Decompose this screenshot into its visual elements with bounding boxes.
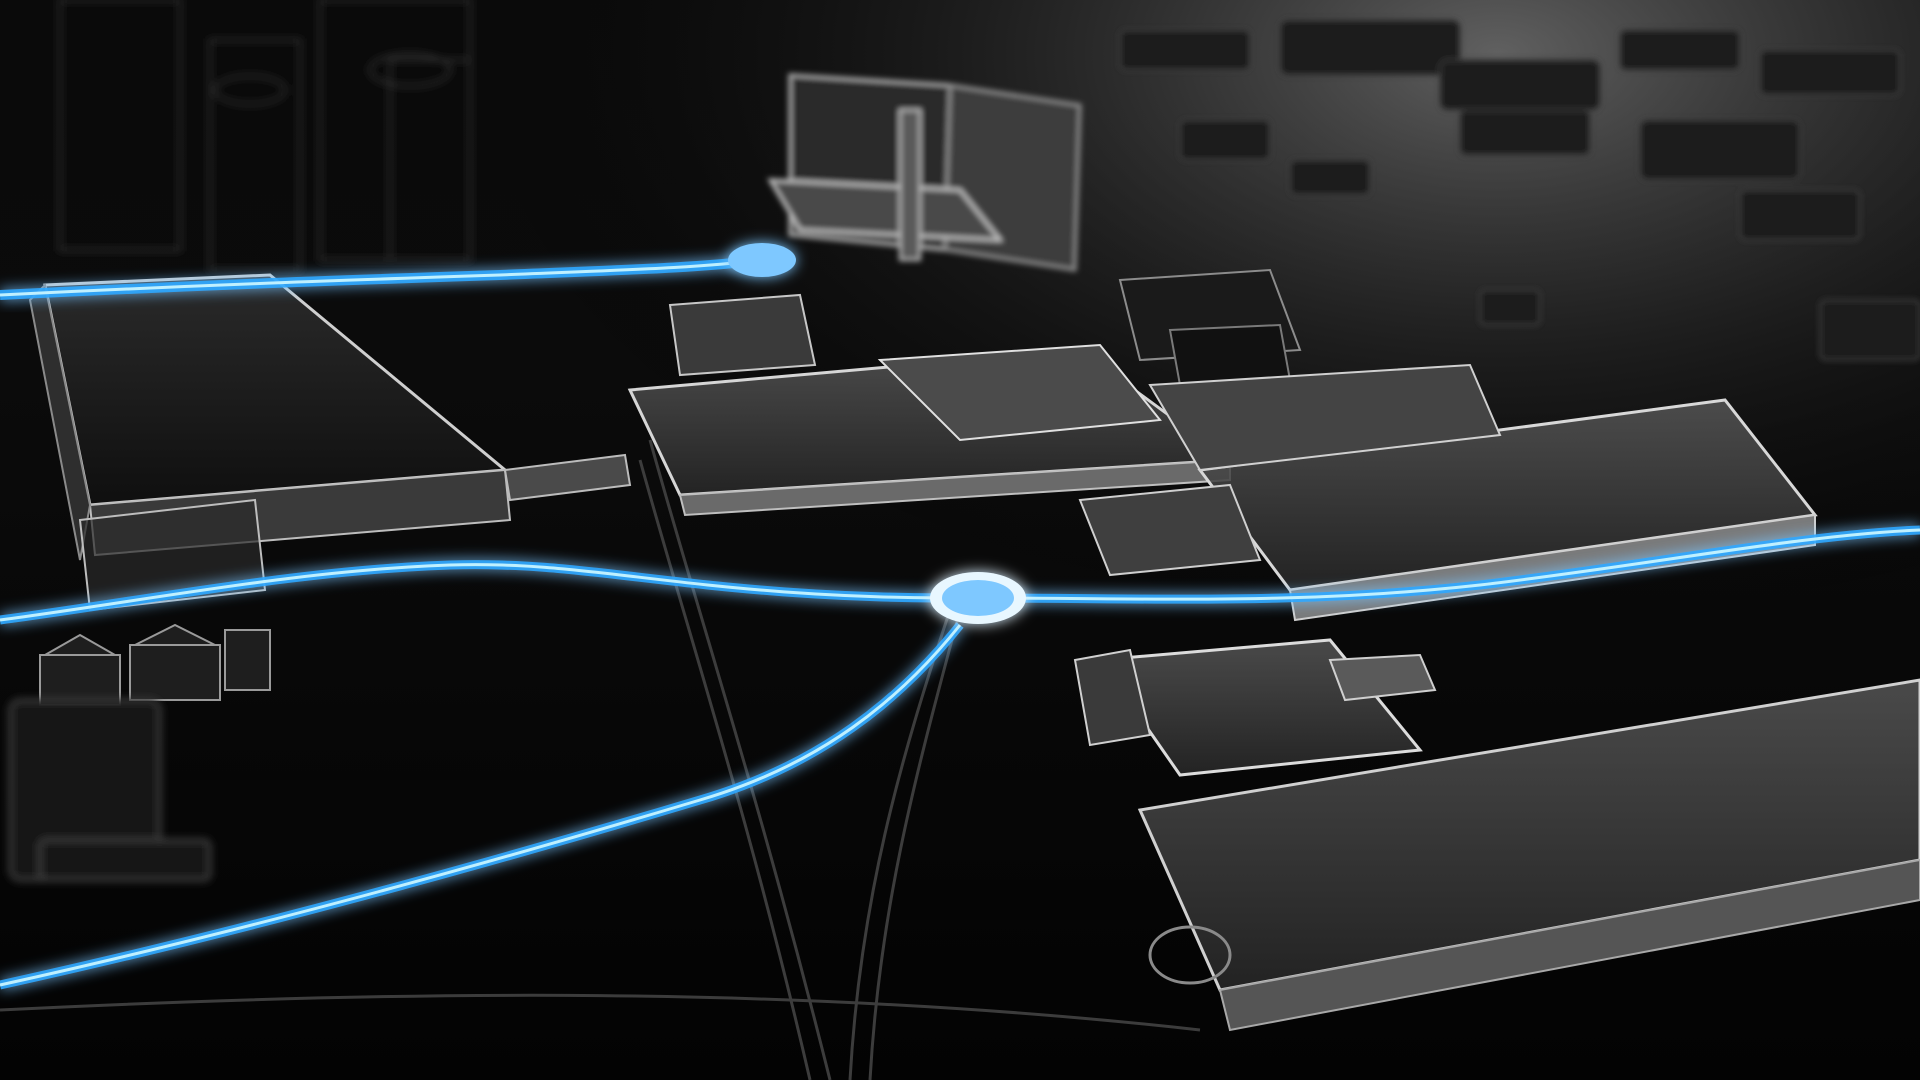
route-lower-branch bbox=[0, 622, 964, 990]
upper-left-building bbox=[28, 273, 632, 612]
central-building-cluster bbox=[627, 268, 1302, 517]
upper-node bbox=[728, 243, 796, 277]
road-lines bbox=[0, 439, 1201, 1080]
back-glass-building bbox=[767, 73, 1082, 272]
central-node bbox=[930, 572, 1026, 624]
lower-left-blurred-structure bbox=[8, 698, 212, 882]
lower-left-houses bbox=[39, 623, 271, 706]
route-upper bbox=[0, 255, 761, 300]
far-city-blocks bbox=[1119, 19, 1920, 361]
lower-middle-building bbox=[1073, 638, 1437, 777]
far-left-towers bbox=[58, 0, 472, 272]
lower-right-building bbox=[1137, 678, 1920, 1032]
